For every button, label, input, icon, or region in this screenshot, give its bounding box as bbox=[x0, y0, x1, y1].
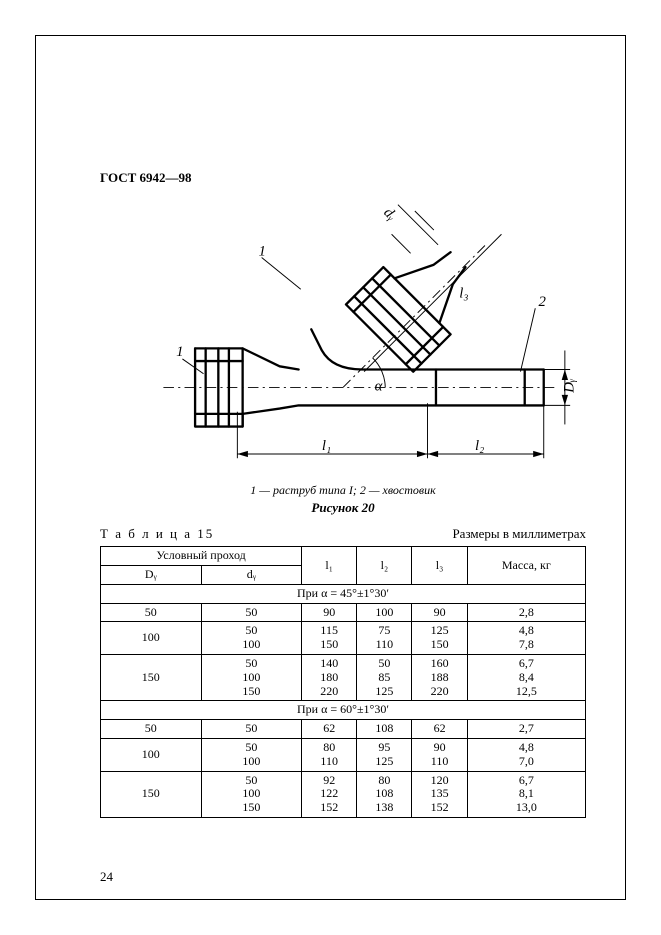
table-cell: 75 110 bbox=[357, 622, 412, 655]
table-cell: 90 bbox=[302, 603, 357, 622]
table-cell: 100 bbox=[357, 603, 412, 622]
col-dy: dᵧ bbox=[201, 566, 302, 585]
figure-label-1a: 1 bbox=[258, 243, 265, 259]
figure-label-l1: l₁ bbox=[322, 438, 331, 454]
table-cell: 95 125 bbox=[357, 739, 412, 772]
table-section-title: При α = 60°±1°30′ bbox=[101, 701, 586, 720]
table-row: 505090100902,8 bbox=[101, 603, 586, 622]
table-label: Т а б л и ц а 15 bbox=[100, 526, 214, 542]
table-cell: 50 bbox=[201, 603, 302, 622]
figure-label-l2: l₂ bbox=[475, 438, 484, 454]
table-section-title: При α = 45°±1°30′ bbox=[101, 584, 586, 603]
col-mass: Масса, кг bbox=[467, 547, 585, 585]
table-cell: 80 108 138 bbox=[357, 771, 412, 817]
table-cell: 140 180 220 bbox=[302, 655, 357, 701]
table-cell: 80 110 bbox=[302, 739, 357, 772]
table-cell: 62 bbox=[302, 720, 357, 739]
table-row: 505062108622,7 bbox=[101, 720, 586, 739]
col-l3: l₃ bbox=[412, 547, 467, 585]
table-row: 10050 100115 15075 110125 1504,8 7,8 bbox=[101, 622, 586, 655]
table-header-row: Т а б л и ц а 15 Размеры в миллиметрах bbox=[100, 526, 586, 542]
figure-label-1b: 1 bbox=[176, 344, 183, 360]
table-cell: 108 bbox=[357, 720, 412, 739]
table-cell: 100 bbox=[101, 739, 202, 772]
table-cell: 2,7 bbox=[467, 720, 585, 739]
figure-label-dy: dᵧ bbox=[380, 205, 399, 224]
figure-label-2: 2 bbox=[538, 294, 546, 310]
col-l1: l₁ bbox=[302, 547, 357, 585]
table-cell: 50 100 150 bbox=[201, 771, 302, 817]
table-cell: 50 bbox=[101, 603, 202, 622]
table-cell: 150 bbox=[101, 655, 202, 701]
figure-label-Dy: Dᵧ bbox=[561, 378, 577, 394]
table-cell: 125 150 bbox=[412, 622, 467, 655]
table-cell: 50 85 125 bbox=[357, 655, 412, 701]
figure-legend: 1 — раструб типа I; 2 — хвостовик bbox=[100, 483, 586, 498]
table-cell: 50 bbox=[201, 720, 302, 739]
table-cell: 62 bbox=[412, 720, 467, 739]
table-cell: 150 bbox=[101, 771, 202, 817]
table-cell: 50 100 bbox=[201, 739, 302, 772]
table-cell: 115 150 bbox=[302, 622, 357, 655]
table-cell: 92 122 152 bbox=[302, 771, 357, 817]
table-row: 15050 100 150140 180 22050 85 125160 188… bbox=[101, 655, 586, 701]
table-cell: 160 188 220 bbox=[412, 655, 467, 701]
table-cell: 4,8 7,8 bbox=[467, 622, 585, 655]
col-group: Условный проход bbox=[101, 547, 302, 566]
table-body: При α = 45°±1°30′505090100902,810050 100… bbox=[101, 584, 586, 817]
table-cell: 6,7 8,1 13,0 bbox=[467, 771, 585, 817]
col-l2: l₂ bbox=[357, 547, 412, 585]
table-cell: 50 100 150 bbox=[201, 655, 302, 701]
table-row: 15050 100 15092 122 15280 108 138120 135… bbox=[101, 771, 586, 817]
table-cell: 90 bbox=[412, 603, 467, 622]
table-row: 10050 10080 11095 12590 1104,8 7,0 bbox=[101, 739, 586, 772]
figure-20-drawing: 1 1 2 α l₁ l₂ l₃ Dᵧ dᵧ bbox=[100, 192, 586, 477]
table-cell: 6,7 8,4 12,5 bbox=[467, 655, 585, 701]
table-cell: 2,8 bbox=[467, 603, 585, 622]
figure-caption: Рисунок 20 bbox=[100, 500, 586, 516]
standard-code: ГОСТ 6942—98 bbox=[100, 170, 586, 186]
table-15: Условный проход l₁ l₂ l₃ Масса, кг Dᵧ dᵧ… bbox=[100, 546, 586, 818]
figure-label-alpha: α bbox=[375, 379, 383, 395]
table-cell: 50 bbox=[101, 720, 202, 739]
table-cell: 100 bbox=[101, 622, 202, 655]
table-units: Размеры в миллиметрах bbox=[452, 526, 586, 542]
table-cell: 4,8 7,0 bbox=[467, 739, 585, 772]
table-cell: 90 110 bbox=[412, 739, 467, 772]
page: ГОСТ 6942—98 bbox=[0, 0, 661, 935]
col-Dy: Dᵧ bbox=[101, 566, 202, 585]
figure-label-l3: l₃ bbox=[459, 286, 468, 302]
page-number: 24 bbox=[100, 869, 113, 885]
table-cell: 120 135 152 bbox=[412, 771, 467, 817]
table-cell: 50 100 bbox=[201, 622, 302, 655]
